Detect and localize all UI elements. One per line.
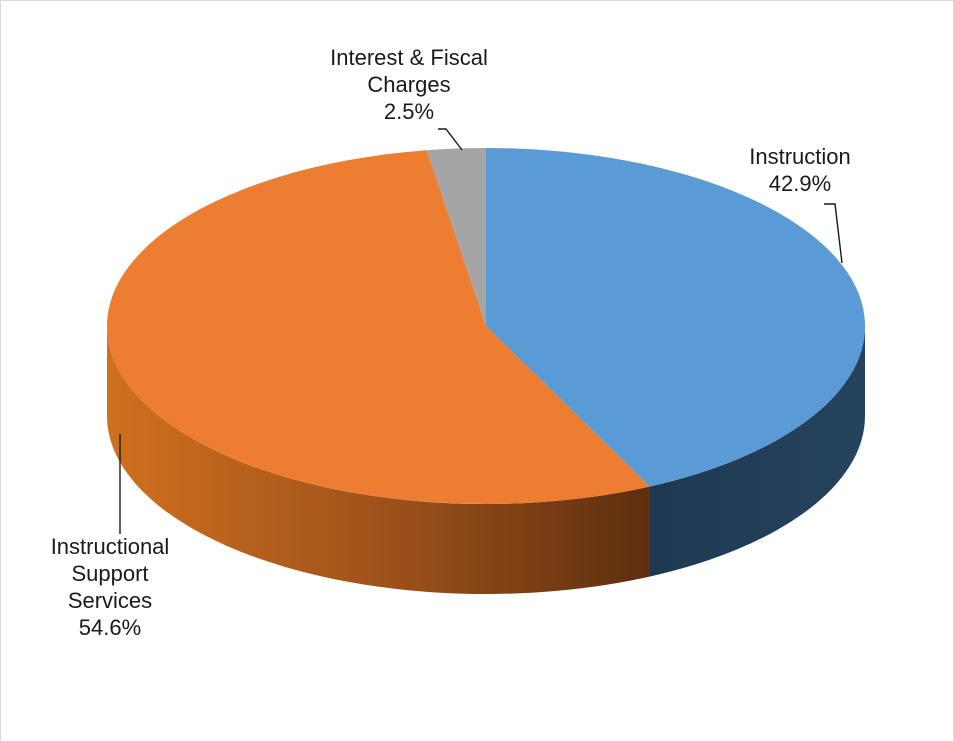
data-label-text-instructional-support-services: Support <box>71 561 148 586</box>
pie-side-instructional-support-services <box>107 326 650 594</box>
pie-slice-interest-fiscal-charges <box>426 148 486 326</box>
data-label-text-interest-fiscal-charges: Charges <box>367 72 450 97</box>
leader-line-interest-fiscal-charges <box>438 128 463 151</box>
leader-line-instruction <box>824 203 843 264</box>
data-label-text-interest-fiscal-charges: Interest & Fiscal <box>330 45 488 70</box>
pie-side-instruction <box>649 326 865 577</box>
data-label-value-interest-fiscal-charges: 2.5% <box>384 99 434 124</box>
pie-top-layer <box>107 148 865 504</box>
pie-slice-instructional-support-services <box>107 150 650 504</box>
data-label-value-instruction: 42.9% <box>769 171 831 196</box>
data-label-text-instructional-support-services: Services <box>68 588 152 613</box>
pie-slice-instruction <box>486 148 865 487</box>
data-label-text-instruction: Instruction <box>749 144 851 169</box>
data-label-value-instructional-support-services: 54.6% <box>79 615 141 640</box>
data-label-text-instructional-support-services: Instructional <box>51 534 170 559</box>
pie-side-layer <box>107 326 865 594</box>
